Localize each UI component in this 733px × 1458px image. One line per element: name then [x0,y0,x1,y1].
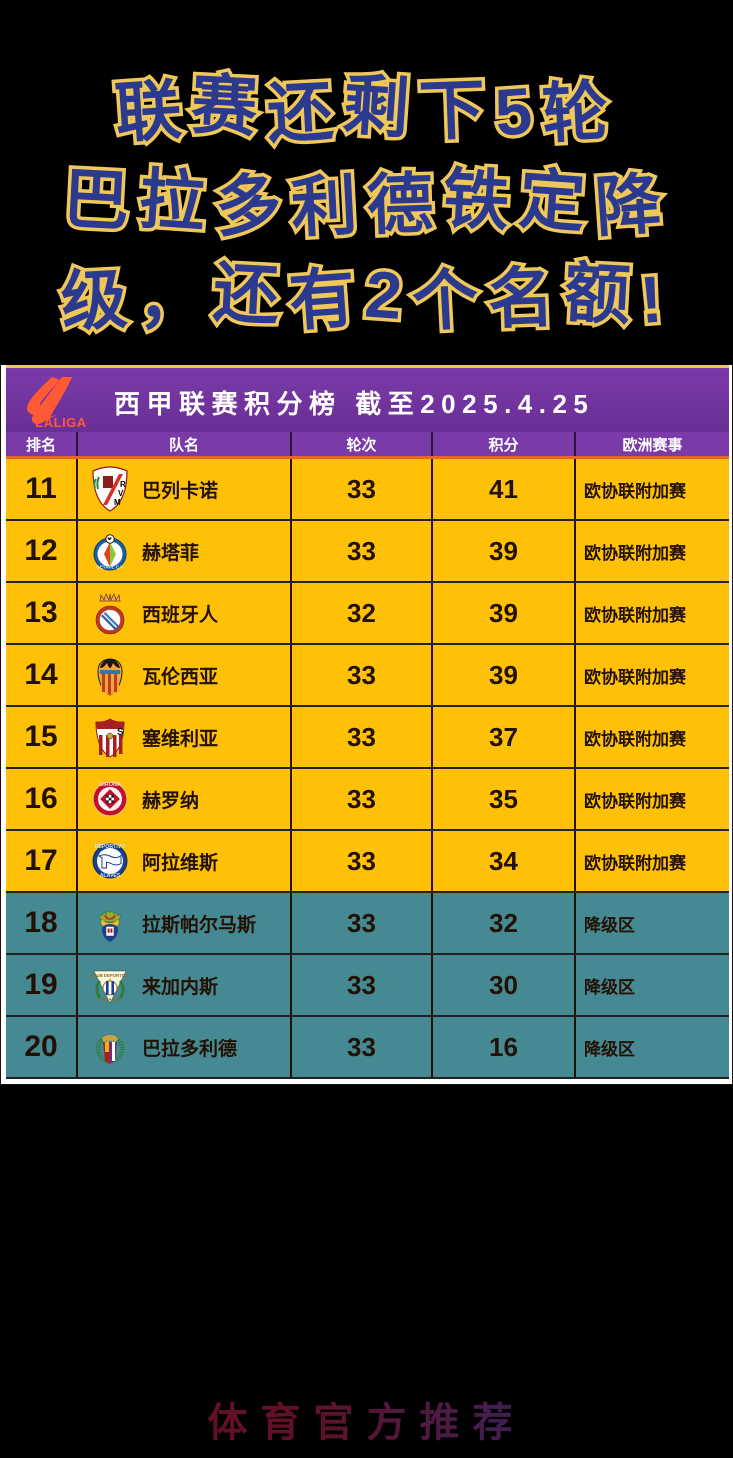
svg-text:S: S [117,727,124,738]
svg-text:M: M [114,498,121,507]
svg-text:GETAFE C.F.: GETAFE C.F. [96,565,124,570]
svg-text:DEPORTIVO: DEPORTIVO [95,844,126,850]
svg-text:GIRONA: GIRONA [99,782,121,788]
svg-text:LALIGA: LALIGA [35,415,86,430]
svg-text:LEGANES: LEGANES [99,997,121,1002]
svg-text:V: V [118,489,124,498]
svg-text:ALAVES: ALAVES [100,873,121,879]
svg-text:CLUB DEPORTIVO: CLUB DEPORTIVO [91,973,130,978]
svg-text:R: R [120,480,126,489]
